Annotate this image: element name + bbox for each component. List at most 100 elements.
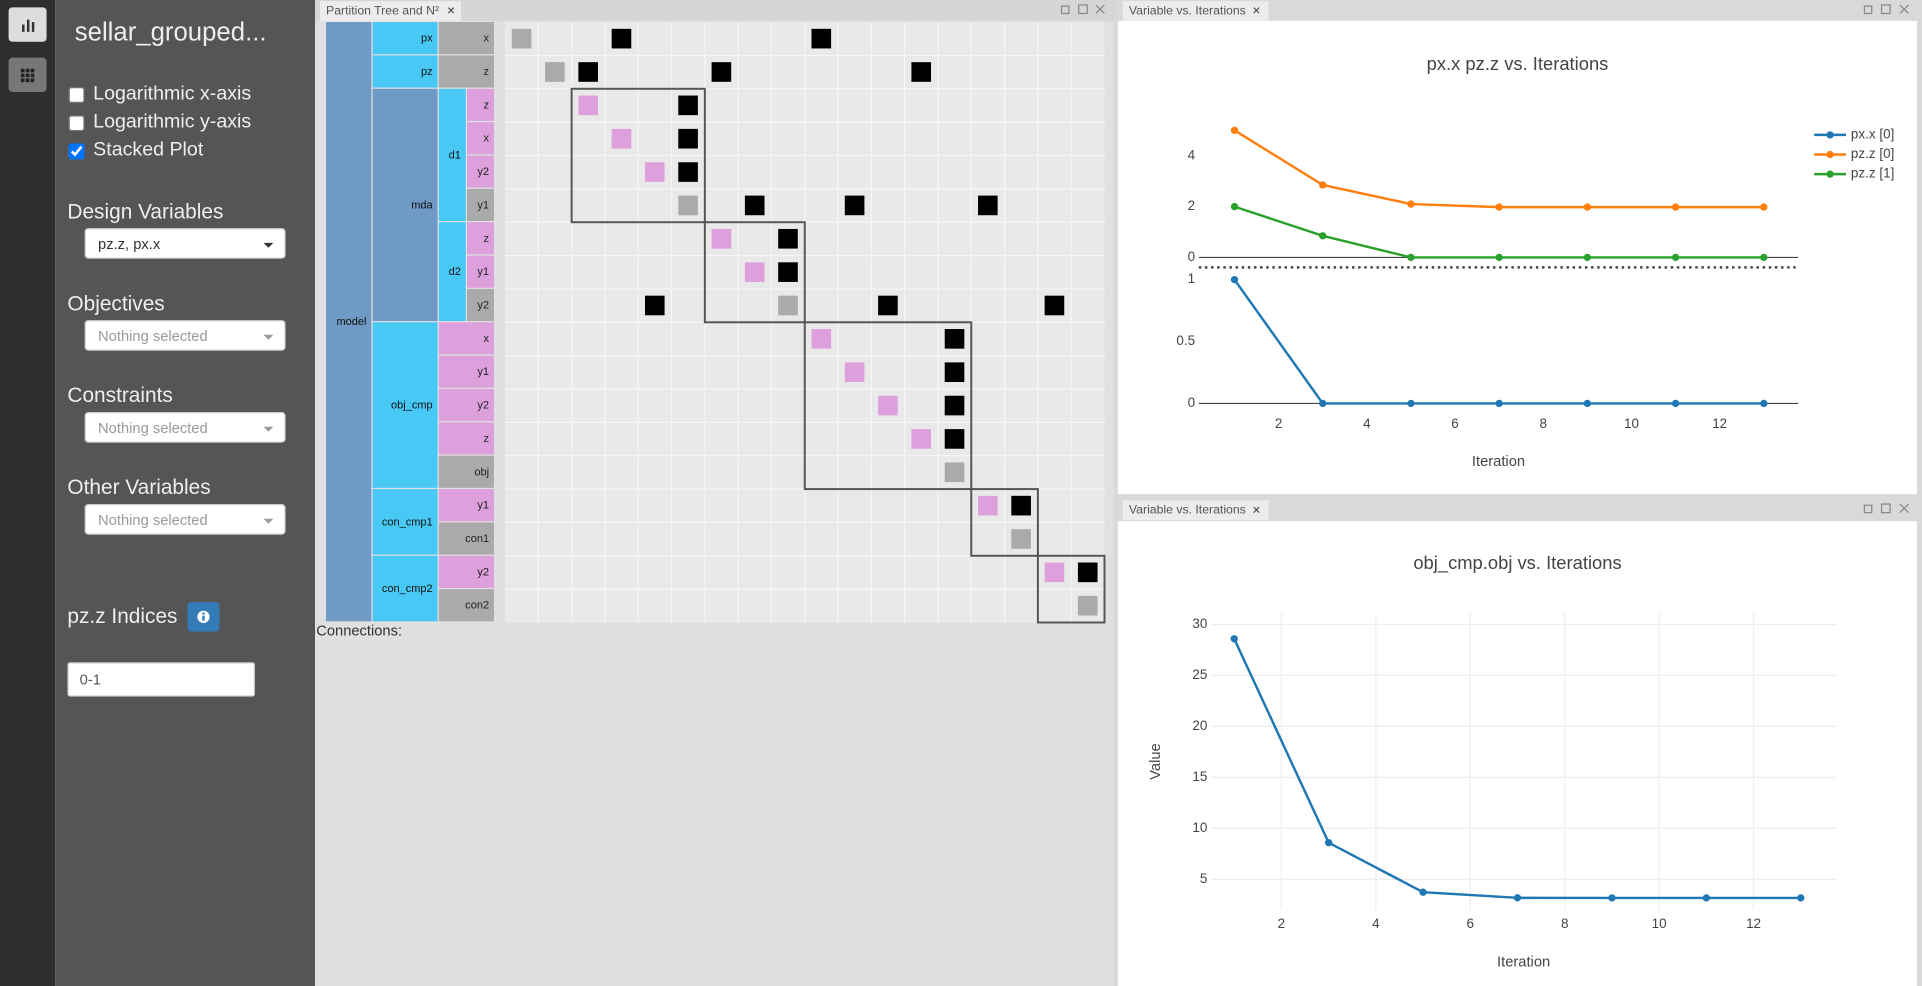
group-label: pz: [421, 66, 433, 78]
leaf-label: z: [484, 433, 490, 445]
x-tick-label: 12: [1712, 416, 1727, 431]
section-label: Constraints: [67, 383, 173, 408]
checkbox[interactable]: [68, 86, 85, 103]
option-label: Stacked Plot: [93, 139, 204, 161]
n2-tab[interactable]: [319, 1, 461, 21]
leaf: [438, 589, 494, 622]
select-text: pz.z, px.x: [98, 235, 161, 253]
leaf-label: z: [484, 99, 490, 111]
caret: [263, 426, 274, 432]
y-tick-label: 1: [1188, 271, 1195, 286]
connection: [944, 429, 965, 449]
connection: [978, 195, 998, 216]
data-point: [1407, 253, 1415, 262]
diagonal-cell: [744, 262, 765, 282]
leaf: [467, 288, 494, 322]
connection: [844, 195, 865, 216]
select-text: Nothing selected: [98, 327, 208, 345]
leaf: [438, 389, 494, 422]
diagonal-cell: [644, 162, 665, 182]
select[interactable]: Nothing selected: [84, 320, 286, 351]
data-point: [1407, 200, 1415, 208]
leaf: [438, 355, 494, 388]
option[interactable]: Stacked Plot: [68, 139, 204, 162]
connection: [778, 262, 798, 282]
close-icon[interactable]: ×: [447, 3, 455, 18]
indices-label: pz.z Indices: [67, 604, 178, 628]
chart-title: px.x pz.z vs. Iterations: [1427, 53, 1609, 74]
select[interactable]: Nothing selected: [84, 412, 286, 443]
option-label: Logarithmic y-axis: [93, 111, 252, 133]
select[interactable]: pz.z, px.x: [84, 228, 286, 259]
section-label: Objectives: [67, 291, 165, 316]
connection: [911, 62, 932, 82]
group-node: [372, 489, 438, 555]
panel-tab-2[interactable]: [1122, 500, 1269, 520]
data-point: [1760, 399, 1768, 408]
connection: [944, 395, 965, 416]
checkbox[interactable]: [68, 114, 85, 131]
select[interactable]: Nothing selected: [84, 504, 286, 535]
chart-title: obj_cmp.obj vs. Iterations: [1413, 552, 1621, 574]
option[interactable]: Logarithmic x-axis: [68, 83, 251, 105]
data-point: [1671, 399, 1680, 408]
toolbar: [0, 0, 56, 986]
y-tick-label: 4: [1188, 147, 1196, 162]
data-point: [1230, 276, 1239, 284]
group-node: [372, 88, 438, 322]
indices-input[interactable]: 0-1: [67, 662, 255, 697]
x-tick-label: 4: [1363, 416, 1371, 431]
diagonal-cell: [678, 195, 698, 216]
y-tick-label: 25: [1192, 667, 1207, 682]
select-text: Nothing selected: [98, 419, 208, 437]
panel-tab-title: Variable vs. Iterations: [1129, 502, 1246, 516]
close-icon[interactable]: ×: [1252, 3, 1260, 18]
window-icons: [1060, 4, 1105, 15]
solver-box: [803, 321, 973, 491]
data-point: [1230, 202, 1239, 211]
option[interactable]: Logarithmic y-axis: [68, 111, 252, 134]
plot-button[interactable]: [8, 7, 47, 42]
diagonal-cell: [711, 228, 732, 249]
leaf-label: y2: [477, 166, 489, 178]
diagonal-cell: [778, 295, 798, 316]
leaf: [467, 255, 494, 288]
y-tick-label: 0: [1188, 249, 1195, 264]
diagonal-cell: [545, 62, 565, 82]
x-tick-label: 6: [1451, 416, 1458, 431]
x-axis-label: Iteration: [1497, 955, 1550, 971]
connection: [611, 28, 632, 49]
leaf: [467, 155, 494, 188]
diagonal-cell: [844, 362, 865, 383]
section-label: Design Variables: [67, 199, 224, 224]
legend-marker: [1826, 170, 1834, 178]
leaf-label: z: [484, 233, 490, 245]
solver-box: [970, 488, 1039, 557]
connection: [744, 195, 765, 216]
diagonal-cell: [978, 495, 998, 516]
connection: [778, 228, 798, 249]
leaf-label: con1: [465, 533, 489, 545]
leaf: [438, 455, 494, 488]
n2-button[interactable]: [8, 57, 47, 92]
data-point: [1495, 253, 1503, 262]
data-point: [1760, 203, 1768, 211]
data-point: [1583, 253, 1592, 262]
info-button[interactable]: [187, 602, 220, 632]
group: d1: [438, 88, 466, 221]
leaf-label: y2: [477, 566, 489, 578]
data-point: [1319, 399, 1327, 408]
data-point: [1230, 126, 1239, 135]
checkbox[interactable]: [68, 142, 85, 159]
data-point: [1671, 253, 1680, 262]
n2-tab-title: Partition Tree and N²: [326, 3, 439, 17]
close-icon[interactable]: ×: [1252, 502, 1260, 517]
legend-label: pz.z [1]: [1851, 166, 1894, 181]
panel-tab-1[interactable]: [1122, 1, 1269, 21]
leaf-label: y1: [477, 500, 489, 512]
y-tick-label: 20: [1192, 718, 1207, 733]
y-tick-label: 15: [1192, 769, 1207, 784]
connection: [1011, 495, 1031, 516]
x-tick-label: 6: [1467, 916, 1474, 931]
x-tick-label: 12: [1746, 916, 1761, 931]
